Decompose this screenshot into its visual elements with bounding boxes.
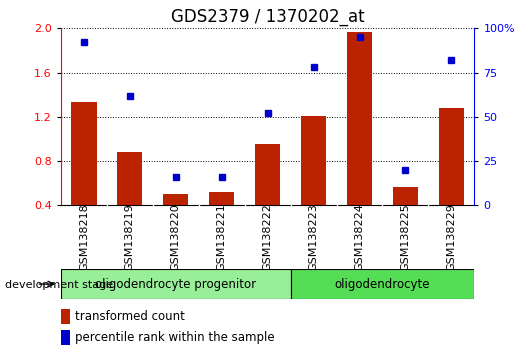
Bar — [163, 194, 189, 250]
FancyBboxPatch shape — [61, 269, 290, 299]
Bar — [393, 187, 418, 250]
Text: oligodendrocyte: oligodendrocyte — [335, 278, 430, 291]
Bar — [301, 116, 326, 250]
Text: GSM138221: GSM138221 — [217, 203, 227, 271]
Text: development stage: development stage — [5, 280, 113, 290]
Text: percentile rank within the sample: percentile rank within the sample — [75, 331, 274, 344]
Text: GSM138229: GSM138229 — [446, 203, 456, 271]
Bar — [61, 330, 70, 345]
Text: GSM138218: GSM138218 — [79, 203, 89, 271]
Bar — [71, 102, 96, 250]
Text: GSM138225: GSM138225 — [401, 203, 410, 271]
Bar — [209, 192, 234, 250]
Bar — [439, 108, 464, 250]
Text: GSM138224: GSM138224 — [355, 203, 365, 271]
Text: GSM138220: GSM138220 — [171, 203, 181, 271]
Text: GSM138222: GSM138222 — [263, 203, 272, 271]
Title: GDS2379 / 1370202_at: GDS2379 / 1370202_at — [171, 8, 365, 25]
Bar — [347, 32, 372, 250]
Text: transformed count: transformed count — [75, 310, 184, 323]
Bar — [117, 152, 143, 250]
Bar — [61, 309, 70, 324]
Text: GSM138223: GSM138223 — [308, 203, 319, 271]
FancyBboxPatch shape — [290, 269, 474, 299]
Text: GSM138219: GSM138219 — [125, 203, 135, 271]
Text: oligodendrocyte progenitor: oligodendrocyte progenitor — [95, 278, 257, 291]
Bar — [255, 144, 280, 250]
